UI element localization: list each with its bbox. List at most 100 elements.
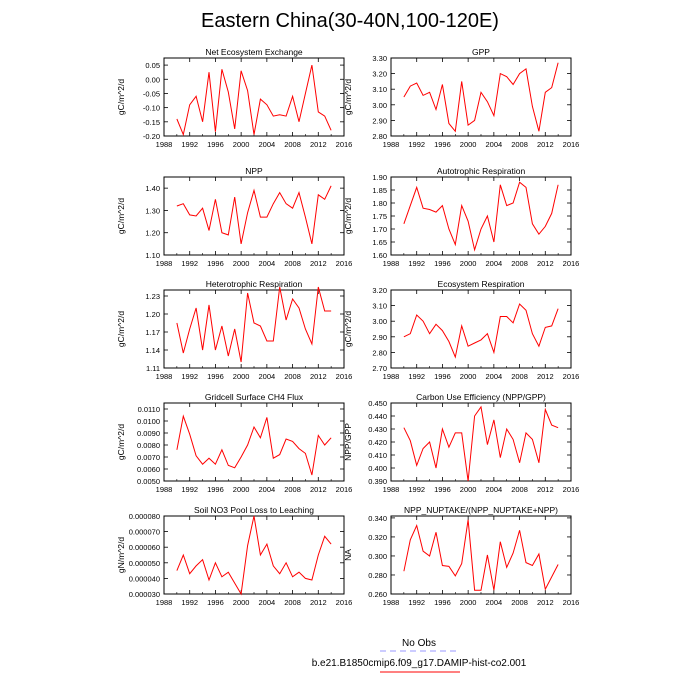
x-tick-label: 1996 [434, 140, 451, 149]
panel-title: Soil NO3 Pool Loss to Leaching [194, 505, 314, 515]
legend-label-model: b.e21.B1850cmip6.f09_g17.DAMIP-hist-co2.… [312, 658, 527, 669]
y-tick-label: 2.90 [372, 333, 387, 342]
y-tick-label: 0.000060 [129, 543, 160, 552]
y-tick-label: 1.60 [372, 251, 387, 260]
panel-4: Autotrophic Respiration gC/m^2/d 1988 1992 1… [343, 166, 579, 268]
y-axis-label: NA [343, 549, 353, 561]
panel-title: Carbon Use Efficiency (NPP/GPP) [416, 392, 546, 402]
y-tick-label: 0.000070 [129, 528, 160, 537]
x-tick-label: 2016 [563, 259, 580, 268]
x-tick-label: 1992 [408, 485, 425, 494]
x-tick-label: 2016 [563, 372, 580, 381]
x-tick-label: 2016 [336, 598, 353, 607]
x-tick-label: 2000 [460, 140, 477, 149]
series-line [176, 64, 332, 137]
y-tick-label: 0.000080 [129, 512, 160, 521]
y-tick-label: 0.430 [368, 425, 387, 434]
y-tick-label: 0.000050 [129, 559, 160, 568]
series-line [176, 185, 332, 245]
x-tick-label: 1992 [181, 485, 198, 494]
x-tick-label: 2000 [233, 259, 250, 268]
y-tick-label: 3.00 [372, 101, 387, 110]
y-axis-label: gC/m^2/d [116, 198, 126, 234]
series-line [176, 286, 332, 363]
y-tick-label: 1.20 [145, 310, 160, 319]
panel-title: Autotrophic Respiration [437, 166, 526, 176]
y-tick-label: 1.30 [145, 206, 160, 215]
y-tick-label: 0.0090 [137, 429, 160, 438]
x-tick-label: 2008 [284, 372, 301, 381]
y-tick-label: -0.15 [143, 118, 160, 127]
plot-frame [390, 289, 572, 369]
y-tick-label: 2.80 [372, 132, 387, 141]
x-tick-label: 2004 [259, 372, 276, 381]
y-tick-label: 0.000040 [129, 574, 160, 583]
y-tick-label: -0.20 [143, 132, 160, 141]
y-tick-label: 3.20 [372, 70, 387, 79]
x-tick-label: 1988 [383, 140, 400, 149]
y-tick-label: 0.0070 [137, 453, 160, 462]
y-tick-label: 3.10 [372, 85, 387, 94]
x-tick-label: 2000 [233, 485, 250, 494]
panel-8: Carbon Use Efficiency (NPP/GPP) NPP/GPP 19… [343, 392, 579, 494]
y-tick-label: -0.05 [143, 89, 160, 98]
x-tick-label: 1988 [383, 598, 400, 607]
y-tick-label: 1.11 [146, 364, 160, 373]
y-tick-label: 0.0080 [137, 441, 160, 450]
x-tick-label: 1992 [408, 372, 425, 381]
series-line [403, 405, 559, 482]
x-tick-label: 1996 [434, 598, 451, 607]
x-tick-label: 1992 [181, 259, 198, 268]
x-tick-label: 1996 [207, 259, 224, 268]
y-tick-label: -0.10 [143, 104, 160, 113]
y-tick-label: 0.400 [368, 464, 387, 473]
x-tick-label: 2012 [537, 259, 554, 268]
x-tick-label: 1996 [207, 140, 224, 149]
y-axis-label: gC/m^2/d [343, 79, 353, 115]
panel-5: Heterotrophic Respiration gC/m^2/d 1988 199… [116, 279, 352, 381]
x-tick-label: 2008 [511, 140, 528, 149]
panel-1: Net Ecosystem Exchange gC/m^2/d 1988 1992 19… [116, 47, 352, 149]
y-tick-label: 2.90 [372, 116, 387, 125]
y-tick-label: 0.0110 [138, 405, 160, 414]
figure-title: Eastern China(30-40N,100-120E) [201, 10, 499, 32]
series-line [403, 181, 559, 252]
x-tick-label: 2012 [537, 372, 554, 381]
panel-6: Ecosystem Respiration gC/m^2/d 1988 1992 199… [343, 279, 579, 381]
y-tick-label: 3.00 [372, 317, 387, 326]
x-tick-label: 2004 [486, 372, 503, 381]
x-tick-label: 2004 [486, 485, 503, 494]
panel-title: GPP [472, 47, 490, 57]
x-tick-label: 2008 [511, 485, 528, 494]
y-tick-label: 1.17 [145, 328, 160, 337]
x-tick-label: 2004 [259, 140, 276, 149]
y-tick-label: 0.260 [368, 590, 387, 599]
y-tick-label: 0.0060 [137, 465, 160, 474]
x-tick-label: 2008 [284, 259, 301, 268]
x-tick-label: 1988 [383, 259, 400, 268]
series-line [176, 414, 332, 476]
x-tick-label: 2004 [259, 598, 276, 607]
x-tick-label: 2016 [336, 372, 353, 381]
x-tick-label: 2016 [563, 140, 580, 149]
x-tick-label: 2000 [460, 485, 477, 494]
y-axis-label: gN/m^2/d [116, 537, 126, 573]
x-tick-label: 2016 [336, 485, 353, 494]
y-tick-label: 3.30 [372, 54, 387, 63]
plot-frame [390, 176, 572, 256]
x-tick-label: 2004 [486, 259, 503, 268]
y-tick-label: 0.410 [368, 451, 387, 460]
x-tick-label: 2000 [233, 598, 250, 607]
y-tick-label: 1.40 [145, 184, 160, 193]
y-tick-label: 0.420 [368, 438, 387, 447]
y-tick-label: 2.80 [372, 348, 387, 357]
series-line [403, 519, 559, 591]
y-tick-label: 0.390 [368, 477, 387, 486]
x-tick-label: 2008 [284, 140, 301, 149]
y-tick-label: 1.10 [145, 251, 160, 260]
x-tick-label: 1988 [156, 598, 173, 607]
y-tick-label: 1.80 [372, 199, 387, 208]
x-tick-label: 1988 [156, 140, 173, 149]
series-line [176, 515, 332, 596]
